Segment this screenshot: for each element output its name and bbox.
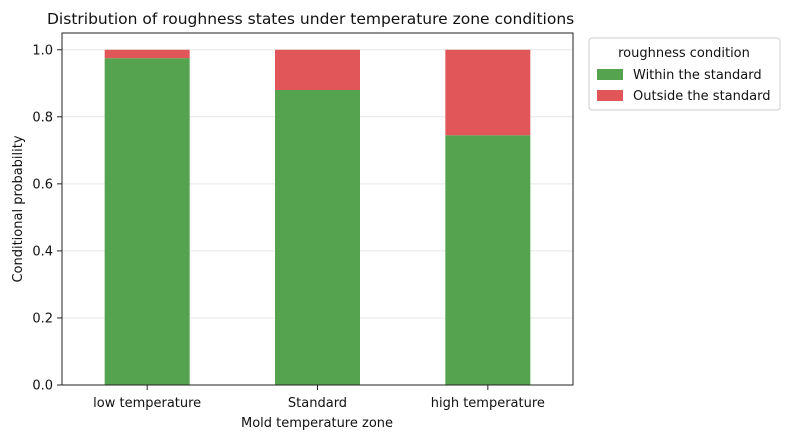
bar-outside-standard: [445, 49, 531, 136]
legend-swatch-outside: [597, 90, 623, 101]
y-tick-label: 0.0: [32, 379, 53, 394]
x-axis-ticks: low temperature Standard high temperature: [93, 385, 545, 411]
y-tick-label: 0.2: [32, 311, 53, 326]
y-tick-label: 0.4: [32, 244, 53, 259]
legend: roughness condition Within the standard …: [588, 37, 781, 111]
bar-outside-standard: [104, 49, 190, 59]
y-tick-label: 0.8: [32, 110, 53, 125]
bar-within-standard: [275, 89, 360, 385]
x-tick-label: low temperature: [93, 396, 201, 411]
legend-label-within: Within the standard: [633, 68, 762, 83]
chart-title: Distribution of roughness states under t…: [47, 10, 574, 28]
x-axis-label: Mold temperature zone: [241, 416, 393, 431]
y-axis-label: Conditional probability: [11, 135, 26, 282]
legend-swatch-within: [597, 69, 623, 80]
bar-within-standard: [104, 58, 190, 386]
y-tick-label: 1.0: [32, 43, 53, 58]
bar-within-standard: [445, 135, 531, 385]
bar-outside-standard: [275, 49, 360, 90]
x-tick-label: Standard: [288, 396, 347, 411]
legend-title: roughness condition: [618, 46, 750, 61]
legend-label-outside: Outside the standard: [633, 89, 770, 104]
y-axis-ticks: 0.0 0.2 0.4 0.6 0.8 1.0: [32, 43, 62, 394]
legend-box: [588, 37, 781, 111]
y-tick-label: 0.6: [32, 177, 53, 192]
x-tick-label: high temperature: [431, 396, 545, 411]
bars: [104, 49, 531, 386]
